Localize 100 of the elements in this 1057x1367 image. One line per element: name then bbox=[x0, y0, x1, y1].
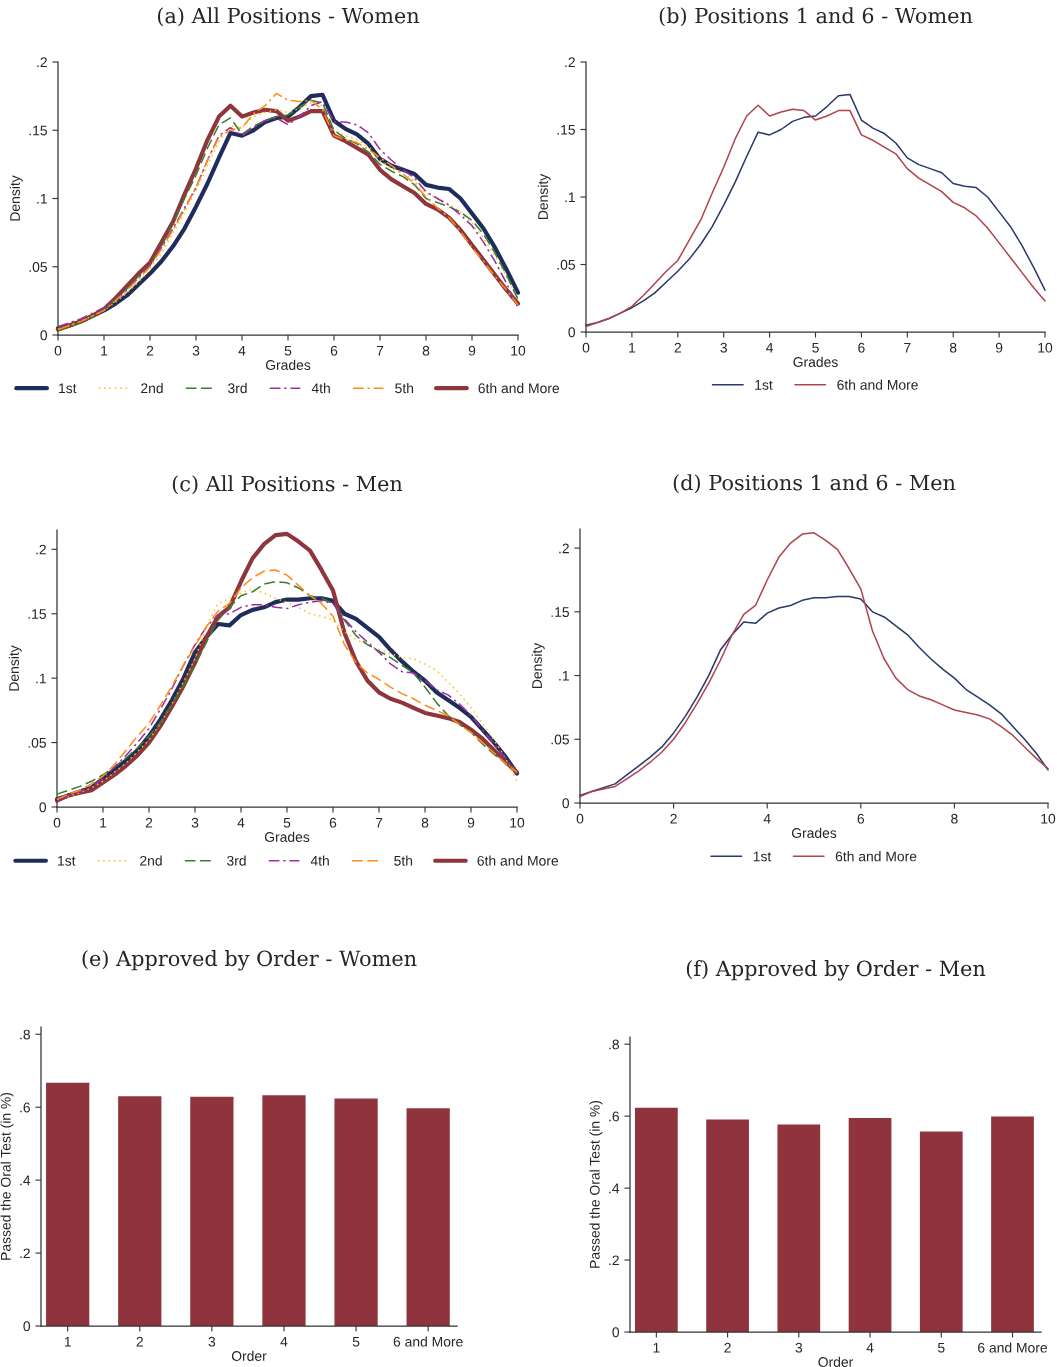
y-axis-title: Density bbox=[537, 173, 551, 220]
x-tick-label: 6 bbox=[329, 817, 337, 828]
x-tick-label: 9 bbox=[467, 817, 475, 828]
x-tick-label: 5 bbox=[352, 1336, 360, 1347]
legend-label: 6th and More bbox=[835, 851, 917, 862]
legend-label: 2nd bbox=[141, 382, 163, 394]
y-tick-label: .4 bbox=[20, 1175, 31, 1186]
x-tick-label: 1 bbox=[101, 345, 108, 356]
chart-title: (f) Approved by Order - Men bbox=[686, 960, 986, 981]
x-tick-label: 6 and More bbox=[978, 1342, 1048, 1353]
x-tick-label: 6 bbox=[330, 345, 338, 356]
x-tick-label: 3 bbox=[208, 1336, 216, 1347]
line-series bbox=[579, 595, 1049, 797]
x-tick-label: 3 bbox=[191, 817, 199, 828]
y-tick-label: .8 bbox=[609, 1039, 619, 1050]
y-tick-label: .05 bbox=[29, 262, 47, 272]
x-tick-label: 2 bbox=[146, 345, 154, 356]
x-tick-label: 6 and More bbox=[393, 1336, 463, 1347]
x-tick-label: 8 bbox=[949, 342, 957, 353]
x-tick-label: 1 bbox=[100, 817, 107, 828]
y-tick-label: .6 bbox=[609, 1111, 619, 1122]
legend-label: 6th and More bbox=[478, 382, 560, 394]
x-tick-label: 2 bbox=[136, 1336, 143, 1347]
x-tick-label: 3 bbox=[795, 1342, 803, 1353]
x-tick-label: 8 bbox=[421, 817, 429, 828]
chart-title: (a) All Positions - Women bbox=[157, 7, 420, 27]
x-tick-label: 2 bbox=[670, 813, 677, 824]
legend-label: 1st bbox=[753, 851, 772, 862]
x-axis-title: Grades bbox=[265, 359, 311, 370]
x-tick-label: 5 bbox=[937, 1342, 945, 1353]
y-tick-label: 0 bbox=[568, 327, 576, 338]
chart-title: (d) Positions 1 and 6 - Men bbox=[673, 474, 956, 494]
x-tick-label: 4 bbox=[280, 1336, 288, 1347]
y-tick-label: 0 bbox=[612, 1327, 620, 1338]
y-tick-label: 0 bbox=[39, 802, 47, 813]
legend-label: 1st bbox=[59, 383, 77, 394]
x-tick-label: 5 bbox=[284, 345, 292, 356]
x-tick-label: 3 bbox=[192, 345, 200, 356]
x-tick-label: 4 bbox=[237, 817, 245, 828]
y-tick-label: 0 bbox=[40, 330, 48, 341]
x-tick-label: 9 bbox=[995, 342, 1003, 353]
chart-title: (b) Positions 1 and 6 - Women bbox=[659, 7, 973, 27]
y-axis-title: Density bbox=[8, 645, 22, 691]
y-axis-title: Passed the Oral Test (in %) bbox=[589, 1100, 603, 1268]
x-tick-label: 0 bbox=[576, 813, 584, 824]
x-axis-title: Grades bbox=[264, 831, 310, 842]
y-tick-label: .4 bbox=[609, 1183, 620, 1194]
x-tick-label: 4 bbox=[238, 345, 246, 356]
x-tick-label: 0 bbox=[582, 342, 590, 353]
y-tick-label: 0 bbox=[562, 798, 570, 809]
line-series bbox=[54, 531, 520, 803]
y-axis-title: Density bbox=[9, 175, 23, 221]
y-tick-label: .05 bbox=[28, 737, 46, 748]
x-tick-label: 1 bbox=[64, 1336, 71, 1347]
legend-label: 5th bbox=[394, 855, 413, 866]
y-tick-label: .6 bbox=[20, 1102, 30, 1113]
y-tick-label: .15 bbox=[29, 125, 47, 136]
line-series bbox=[579, 532, 1049, 798]
x-tick-label: 6 bbox=[857, 813, 865, 824]
y-tick-label: .05 bbox=[551, 734, 569, 745]
y-tick-label: .15 bbox=[28, 609, 46, 619]
x-axis-title: Grades bbox=[793, 356, 838, 367]
x-tick-label: 4 bbox=[866, 1342, 874, 1353]
x-tick-label: 9 bbox=[468, 345, 476, 356]
x-tick-label: 5 bbox=[283, 817, 291, 828]
y-tick-label: .05 bbox=[557, 259, 575, 270]
x-tick-label: 10 bbox=[510, 817, 525, 828]
y-tick-label: .2 bbox=[37, 57, 47, 68]
y-tick-label: .15 bbox=[557, 124, 575, 135]
chart-title: (c) All Positions - Men bbox=[172, 475, 403, 495]
y-tick-label: .1 bbox=[565, 192, 575, 203]
legend-label: 3rd bbox=[227, 855, 246, 866]
x-tick-label: 10 bbox=[1041, 813, 1056, 824]
x-tick-label: 2 bbox=[724, 1342, 731, 1353]
x-tick-label: 5 bbox=[812, 342, 819, 353]
x-axis-title: Grades bbox=[791, 827, 837, 838]
legend-label: 5th bbox=[395, 382, 414, 394]
y-tick-label: .1 bbox=[559, 671, 569, 681]
y-tick-label: .1 bbox=[37, 193, 47, 204]
x-tick-label: 6 bbox=[858, 342, 865, 353]
x-tick-label: 7 bbox=[375, 817, 383, 828]
x-tick-label: 2 bbox=[674, 342, 681, 353]
x-tick-label: 8 bbox=[422, 345, 430, 356]
x-tick-label: 7 bbox=[376, 345, 384, 356]
x-tick-label: 4 bbox=[766, 342, 774, 353]
legend-label: 2nd bbox=[140, 855, 162, 866]
x-tick-label: 1 bbox=[653, 1342, 660, 1353]
y-tick-label: .2 bbox=[565, 57, 575, 68]
y-tick-label: 0 bbox=[23, 1321, 31, 1332]
legend-label: 1st bbox=[58, 856, 76, 866]
x-tick-label: 10 bbox=[511, 345, 526, 356]
y-tick-label: .15 bbox=[551, 607, 569, 618]
x-tick-label: 0 bbox=[54, 345, 62, 356]
y-tick-label: .1 bbox=[36, 673, 46, 684]
x-tick-label: 1 bbox=[629, 342, 636, 353]
y-tick-label: .8 bbox=[20, 1029, 30, 1040]
y-axis-title: Passed the Oral Test (in %) bbox=[0, 1092, 14, 1260]
x-tick-label: 2 bbox=[145, 817, 153, 828]
legend-label: 6th and More bbox=[837, 379, 918, 390]
x-axis-title: Order bbox=[818, 1356, 854, 1367]
